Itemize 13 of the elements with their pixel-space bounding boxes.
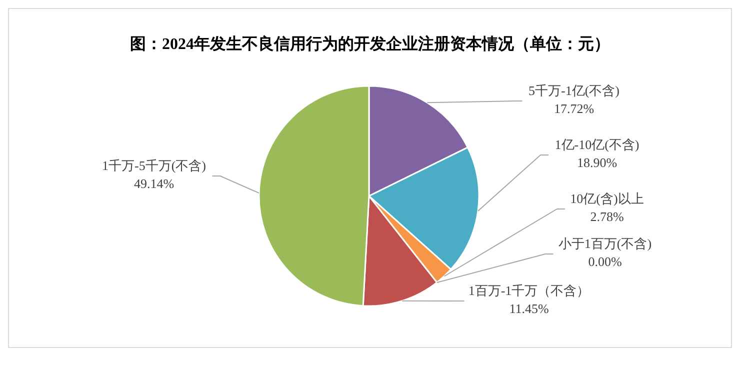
slice-label: 1百万-1千万（不含）	[468, 283, 590, 298]
data-label: 49.14%	[134, 176, 174, 191]
data-label: 18.90%	[576, 155, 618, 170]
data-label: 2.78%	[590, 209, 624, 224]
slice-label: 5千万-1亿(不含)	[528, 83, 620, 98]
slice-label: 1千万-5千万(不含)	[102, 158, 206, 173]
slice-label: 10亿(含)以上	[570, 191, 644, 206]
category-label: 小于1百万(不含)	[558, 236, 652, 251]
data-label: 11.45%	[509, 301, 549, 316]
chart-title: 图：2024年发生不良信用行为的开发企业注册资本情况（单位：元）	[130, 35, 610, 53]
slice-label: 1亿-10亿(不含)	[554, 137, 640, 152]
text: 0.00%	[588, 254, 622, 269]
data-label: 17.72%	[554, 101, 594, 116]
